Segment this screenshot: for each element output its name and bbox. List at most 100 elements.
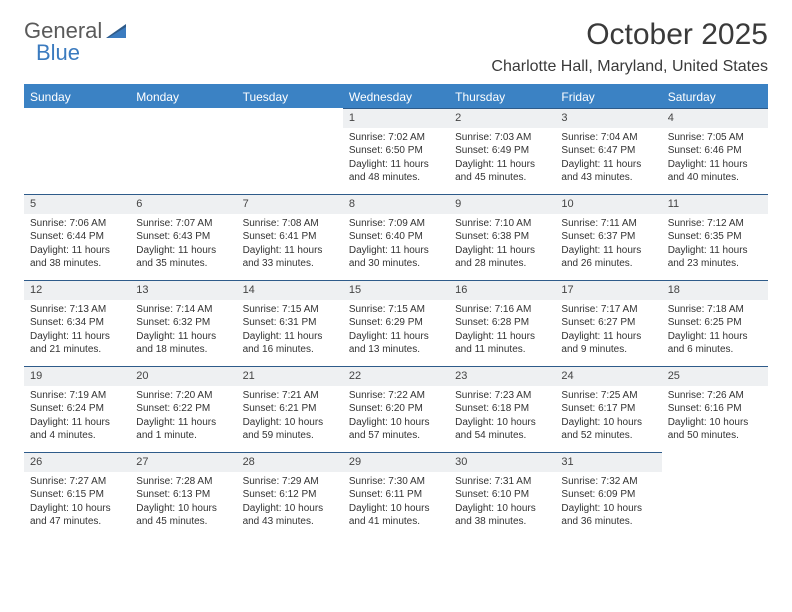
day-number: 3	[555, 108, 661, 128]
sunset-text: Sunset: 6:11 PM	[349, 488, 443, 502]
sunrise-text: Sunrise: 7:03 AM	[455, 131, 549, 145]
daylight-text: Daylight: 10 hours and 50 minutes.	[668, 416, 762, 443]
day-number: 9	[449, 194, 555, 214]
day-number: 8	[343, 194, 449, 214]
day-details: Sunrise: 7:14 AMSunset: 6:32 PMDaylight:…	[130, 300, 236, 361]
day-number: 19	[24, 366, 130, 386]
day-cell: 30Sunrise: 7:31 AMSunset: 6:10 PMDayligh…	[449, 452, 555, 538]
month-title: October 2025	[491, 18, 768, 52]
weekday-header: Sunday	[24, 85, 130, 108]
day-cell	[237, 108, 343, 194]
sunrise-text: Sunrise: 7:05 AM	[668, 131, 762, 145]
day-details: Sunrise: 7:10 AMSunset: 6:38 PMDaylight:…	[449, 214, 555, 275]
weekday-header: Saturday	[662, 85, 768, 108]
day-number: 13	[130, 280, 236, 300]
daylight-text: Daylight: 11 hours and 45 minutes.	[455, 158, 549, 185]
daylight-text: Daylight: 11 hours and 13 minutes.	[349, 330, 443, 357]
day-cell	[662, 452, 768, 538]
brand-logo: General Blue	[24, 18, 128, 44]
sunset-text: Sunset: 6:16 PM	[668, 402, 762, 416]
day-details: Sunrise: 7:18 AMSunset: 6:25 PMDaylight:…	[662, 300, 768, 361]
day-number: 18	[662, 280, 768, 300]
day-details: Sunrise: 7:07 AMSunset: 6:43 PMDaylight:…	[130, 214, 236, 275]
sunrise-text: Sunrise: 7:17 AM	[561, 303, 655, 317]
day-cell: 6Sunrise: 7:07 AMSunset: 6:43 PMDaylight…	[130, 194, 236, 280]
day-details: Sunrise: 7:28 AMSunset: 6:13 PMDaylight:…	[130, 472, 236, 533]
daylight-text: Daylight: 10 hours and 36 minutes.	[561, 502, 655, 529]
day-cell: 21Sunrise: 7:21 AMSunset: 6:21 PMDayligh…	[237, 366, 343, 452]
daylight-text: Daylight: 11 hours and 35 minutes.	[136, 244, 230, 271]
day-cell: 5Sunrise: 7:06 AMSunset: 6:44 PMDaylight…	[24, 194, 130, 280]
sunset-text: Sunset: 6:49 PM	[455, 144, 549, 158]
day-number: 22	[343, 366, 449, 386]
day-details: Sunrise: 7:32 AMSunset: 6:09 PMDaylight:…	[555, 472, 661, 533]
day-cell: 20Sunrise: 7:20 AMSunset: 6:22 PMDayligh…	[130, 366, 236, 452]
daylight-text: Daylight: 10 hours and 38 minutes.	[455, 502, 549, 529]
day-number: 16	[449, 280, 555, 300]
sunset-text: Sunset: 6:24 PM	[30, 402, 124, 416]
day-details: Sunrise: 7:23 AMSunset: 6:18 PMDaylight:…	[449, 386, 555, 447]
day-cell: 26Sunrise: 7:27 AMSunset: 6:15 PMDayligh…	[24, 452, 130, 538]
sunrise-text: Sunrise: 7:18 AM	[668, 303, 762, 317]
daylight-text: Daylight: 11 hours and 30 minutes.	[349, 244, 443, 271]
day-details: Sunrise: 7:08 AMSunset: 6:41 PMDaylight:…	[237, 214, 343, 275]
sunset-text: Sunset: 6:40 PM	[349, 230, 443, 244]
sunrise-text: Sunrise: 7:06 AM	[30, 217, 124, 231]
page-header: General Blue October 2025 Charlotte Hall…	[24, 18, 768, 76]
sunrise-text: Sunrise: 7:07 AM	[136, 217, 230, 231]
day-cell: 31Sunrise: 7:32 AMSunset: 6:09 PMDayligh…	[555, 452, 661, 538]
sunset-text: Sunset: 6:38 PM	[455, 230, 549, 244]
calendar-body: 1Sunrise: 7:02 AMSunset: 6:50 PMDaylight…	[24, 108, 768, 538]
sunset-text: Sunset: 6:44 PM	[30, 230, 124, 244]
title-block: October 2025 Charlotte Hall, Maryland, U…	[491, 18, 768, 76]
sunset-text: Sunset: 6:29 PM	[349, 316, 443, 330]
day-number: 15	[343, 280, 449, 300]
day-number: 20	[130, 366, 236, 386]
day-cell: 15Sunrise: 7:15 AMSunset: 6:29 PMDayligh…	[343, 280, 449, 366]
day-cell: 13Sunrise: 7:14 AMSunset: 6:32 PMDayligh…	[130, 280, 236, 366]
week-row: 5Sunrise: 7:06 AMSunset: 6:44 PMDaylight…	[24, 194, 768, 280]
day-number: 14	[237, 280, 343, 300]
sunrise-text: Sunrise: 7:08 AM	[243, 217, 337, 231]
day-number: 17	[555, 280, 661, 300]
sunrise-text: Sunrise: 7:29 AM	[243, 475, 337, 489]
day-number: 24	[555, 366, 661, 386]
sunrise-text: Sunrise: 7:30 AM	[349, 475, 443, 489]
calendar-head: Sunday Monday Tuesday Wednesday Thursday…	[24, 85, 768, 108]
day-number: 21	[237, 366, 343, 386]
weekday-row: Sunday Monday Tuesday Wednesday Thursday…	[24, 85, 768, 108]
day-details: Sunrise: 7:12 AMSunset: 6:35 PMDaylight:…	[662, 214, 768, 275]
sunset-text: Sunset: 6:47 PM	[561, 144, 655, 158]
sunset-text: Sunset: 6:34 PM	[30, 316, 124, 330]
daylight-text: Daylight: 10 hours and 47 minutes.	[30, 502, 124, 529]
day-details: Sunrise: 7:22 AMSunset: 6:20 PMDaylight:…	[343, 386, 449, 447]
sunset-text: Sunset: 6:21 PM	[243, 402, 337, 416]
day-number: 7	[237, 194, 343, 214]
day-details: Sunrise: 7:19 AMSunset: 6:24 PMDaylight:…	[24, 386, 130, 447]
daylight-text: Daylight: 11 hours and 33 minutes.	[243, 244, 337, 271]
day-number: 6	[130, 194, 236, 214]
week-row: 26Sunrise: 7:27 AMSunset: 6:15 PMDayligh…	[24, 452, 768, 538]
sunrise-text: Sunrise: 7:20 AM	[136, 389, 230, 403]
day-number: 28	[237, 452, 343, 472]
sunset-text: Sunset: 6:22 PM	[136, 402, 230, 416]
day-details: Sunrise: 7:21 AMSunset: 6:21 PMDaylight:…	[237, 386, 343, 447]
day-number: 12	[24, 280, 130, 300]
day-details: Sunrise: 7:29 AMSunset: 6:12 PMDaylight:…	[237, 472, 343, 533]
day-cell: 4Sunrise: 7:05 AMSunset: 6:46 PMDaylight…	[662, 108, 768, 194]
day-cell: 8Sunrise: 7:09 AMSunset: 6:40 PMDaylight…	[343, 194, 449, 280]
location-text: Charlotte Hall, Maryland, United States	[491, 58, 768, 76]
day-cell: 9Sunrise: 7:10 AMSunset: 6:38 PMDaylight…	[449, 194, 555, 280]
sunset-text: Sunset: 6:17 PM	[561, 402, 655, 416]
sunrise-text: Sunrise: 7:12 AM	[668, 217, 762, 231]
daylight-text: Daylight: 10 hours and 43 minutes.	[243, 502, 337, 529]
sunrise-text: Sunrise: 7:19 AM	[30, 389, 124, 403]
sunrise-text: Sunrise: 7:22 AM	[349, 389, 443, 403]
day-cell: 29Sunrise: 7:30 AMSunset: 6:11 PMDayligh…	[343, 452, 449, 538]
day-cell: 17Sunrise: 7:17 AMSunset: 6:27 PMDayligh…	[555, 280, 661, 366]
daylight-text: Daylight: 11 hours and 23 minutes.	[668, 244, 762, 271]
sunrise-text: Sunrise: 7:32 AM	[561, 475, 655, 489]
daylight-text: Daylight: 11 hours and 4 minutes.	[30, 416, 124, 443]
calendar-table: Sunday Monday Tuesday Wednesday Thursday…	[24, 84, 768, 538]
sunrise-text: Sunrise: 7:27 AM	[30, 475, 124, 489]
